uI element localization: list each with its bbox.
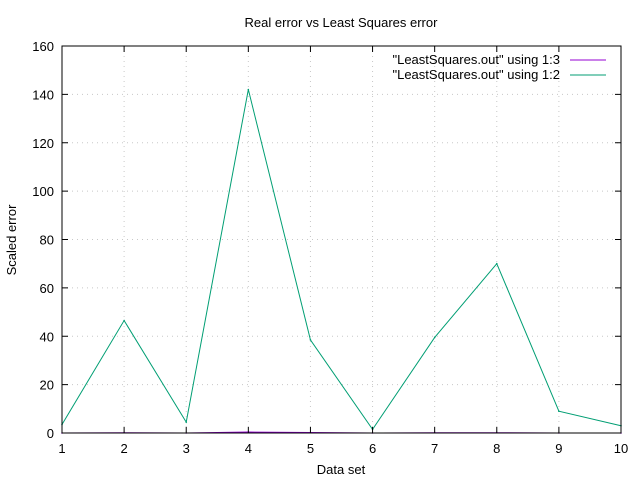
y-tick-label: 100: [32, 184, 54, 199]
legend-label-series-1: "LeastSquares.out" using 1:3: [392, 52, 560, 67]
x-tick-label: 2: [120, 441, 127, 456]
axis-ticks: 0 20 40 60 80 100 120 140 160 1 2 3 4 5 6 7 8 9 10: [32, 39, 628, 456]
y-tick-label: 20: [40, 378, 54, 393]
x-tick-label: 10: [614, 441, 628, 456]
legend-label-series-2: "LeastSquares.out" using 1:2: [392, 67, 560, 82]
y-axis-label: Scaled error: [4, 204, 19, 275]
y-tick-label: 80: [40, 233, 54, 248]
x-axis-label: Data set: [317, 462, 366, 477]
x-tick-label: 6: [369, 441, 376, 456]
data-point-series-2: [309, 339, 312, 341]
chart-title: Real error vs Least Squares error: [245, 15, 439, 30]
grid-lines: [62, 46, 621, 433]
y-tick-label: 120: [32, 136, 54, 151]
series-line-2: [61, 89, 622, 431]
series-lines: [61, 88, 622, 434]
x-tick-label: 8: [493, 441, 500, 456]
data-point-series-2: [558, 410, 560, 413]
y-tick-label: 40: [40, 329, 54, 344]
x-tick-label: 9: [555, 441, 562, 456]
legend: "LeastSquares.out" using 1:3 "LeastSquar…: [392, 52, 606, 82]
data-point-series-2: [185, 421, 188, 423]
y-tick-label: 60: [40, 281, 54, 296]
y-tick-label: 140: [32, 87, 54, 102]
data-point-series-2: [123, 319, 125, 322]
x-tick-label: 4: [245, 441, 252, 456]
x-tick-label: 7: [431, 441, 438, 456]
y-tick-label: 160: [32, 39, 54, 54]
data-point-series-2: [247, 88, 250, 91]
y-tick-label: 0: [47, 426, 54, 441]
x-tick-label: 1: [58, 441, 65, 456]
data-point-series-2: [433, 336, 436, 339]
x-tick-label: 5: [307, 441, 314, 456]
data-point-series-2: [495, 262, 498, 265]
x-tick-label: 3: [183, 441, 190, 456]
